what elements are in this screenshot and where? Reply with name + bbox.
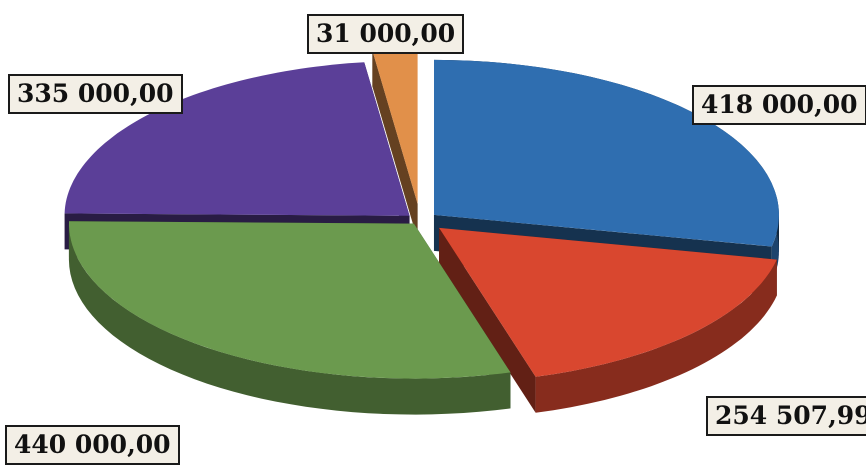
data-label-slice-1: 418 000,00	[692, 85, 866, 125]
pie-slice-2	[439, 227, 777, 413]
pie-slice-5	[372, 48, 418, 240]
pie-slice-3	[68, 221, 511, 415]
data-label-slice-3: 440 000,00	[5, 425, 180, 465]
data-label-slice-4: 335 000,00	[8, 74, 183, 114]
data-label-slice-2: 254 507,99	[706, 396, 866, 436]
pie-slices	[64, 48, 779, 415]
data-label-slice-5: 31 000,00	[307, 14, 465, 54]
